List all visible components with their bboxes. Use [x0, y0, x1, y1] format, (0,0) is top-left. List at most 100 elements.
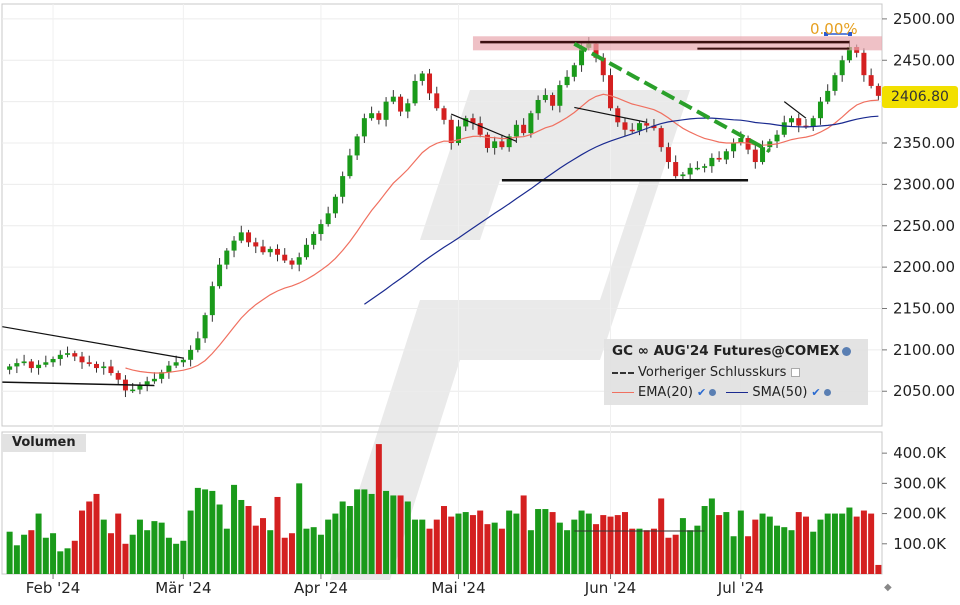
candle-body — [803, 125, 809, 128]
legend-sma-label[interactable]: SMA(50) — [752, 385, 808, 400]
candle-body — [709, 157, 715, 167]
volume-tick-label: 200.0K — [893, 505, 947, 523]
candle-body — [550, 95, 556, 106]
volume-bar — [542, 509, 549, 574]
candle-body — [173, 362, 179, 366]
candle-body — [506, 136, 512, 148]
volume-tick-label: 300.0K — [893, 474, 947, 492]
candle-body — [376, 113, 382, 120]
volume-bar — [194, 487, 201, 574]
volume-bar — [817, 519, 824, 574]
candle-body — [615, 108, 621, 123]
volume-bar — [491, 522, 498, 574]
volume-bar — [93, 493, 100, 574]
volume-bar — [860, 510, 867, 574]
candle-body — [608, 75, 614, 109]
price-tick-label: 2500.00 — [893, 10, 955, 28]
volume-bar — [115, 513, 122, 574]
volume-bar — [325, 519, 332, 574]
candle-body — [14, 363, 20, 367]
volume-bar — [441, 506, 447, 574]
volume-bar — [672, 534, 679, 574]
volume-bar — [433, 519, 440, 574]
candle-body — [21, 361, 27, 364]
candle-body — [115, 373, 121, 380]
dashed-line-icon — [612, 371, 634, 374]
volume-bar — [629, 528, 636, 574]
legend-instrument-row[interactable]: GC ∞ AUG'24 Futures@COMEX — [612, 343, 852, 359]
settings-icon[interactable] — [709, 389, 717, 396]
volume-bar — [498, 528, 505, 574]
volume-bar — [165, 537, 172, 574]
candle-body — [354, 136, 360, 156]
price-tick-label: 2250.00 — [893, 217, 955, 235]
volume-bar — [100, 519, 107, 574]
checkbox-icon[interactable] — [791, 368, 801, 377]
volume-bar — [621, 512, 628, 574]
settings-icon[interactable] — [823, 389, 831, 396]
volume-bar — [404, 501, 411, 574]
downtrend-line — [573, 41, 771, 154]
volume-bar — [216, 504, 223, 574]
volume-bar — [614, 515, 621, 574]
candle-body — [130, 389, 136, 392]
candle-body — [434, 93, 440, 109]
candle-body — [289, 260, 295, 265]
month-label: Mai '24 — [431, 579, 485, 597]
volume-bar — [549, 512, 556, 574]
candle-body — [361, 118, 367, 137]
month-label: Jul '24 — [717, 579, 764, 597]
check-icon[interactable]: ✔ — [697, 386, 707, 399]
candle-body — [441, 108, 447, 120]
volume-bar — [737, 510, 744, 574]
candle-body — [875, 85, 881, 96]
volume-bar — [412, 519, 419, 574]
sma-line-icon — [726, 392, 749, 393]
candle-body — [738, 138, 744, 144]
ema-line-icon — [612, 392, 634, 393]
candle-body — [325, 213, 331, 225]
price-tick-label: 2200.00 — [893, 258, 955, 276]
candle-body — [521, 124, 527, 134]
month-label: Apr '24 — [294, 579, 348, 597]
candle-body — [781, 122, 787, 135]
trend-line — [451, 113, 517, 142]
candle-body — [731, 143, 737, 152]
volume-bar — [802, 516, 809, 574]
volume-bar — [730, 536, 737, 574]
check-icon[interactable]: ✔ — [811, 386, 821, 399]
candle-body — [477, 123, 483, 135]
candle-body — [810, 118, 816, 127]
volume-bar — [759, 513, 766, 574]
candle-body — [188, 349, 194, 360]
candle-body — [238, 232, 244, 241]
candle-body — [209, 286, 215, 316]
volume-bar — [419, 519, 426, 574]
last-price-tag: 2406.80 — [882, 86, 958, 108]
volume-bar — [231, 484, 238, 574]
candle-body — [716, 157, 722, 160]
volume-bar — [556, 522, 563, 574]
volume-bar — [354, 489, 361, 574]
candle-body — [340, 176, 346, 197]
volume-bar — [513, 513, 520, 574]
candle-body — [723, 151, 729, 160]
legend-prev-close-row[interactable]: Vorheriger Schlusskurs — [612, 365, 801, 380]
candle-body — [535, 99, 541, 114]
candle-body — [600, 57, 606, 76]
volume-bar — [28, 530, 35, 574]
volume-bar — [288, 533, 295, 574]
volume-bar — [701, 506, 708, 574]
candle-body — [318, 224, 324, 235]
trend-line — [783, 101, 807, 119]
prev-close-handle — [848, 32, 852, 36]
legend-ema-label[interactable]: EMA(20) — [638, 385, 694, 400]
candle-body — [593, 43, 599, 58]
volume-bar — [462, 512, 469, 574]
price-tick-label: 2350.00 — [893, 134, 955, 152]
volume-panel-label: Volumen — [2, 434, 86, 452]
candle-body — [687, 167, 693, 175]
settings-icon[interactable] — [842, 346, 852, 356]
candle-body — [470, 118, 476, 124]
legend-instrument-label: GC ∞ AUG'24 Futures@COMEX — [612, 343, 840, 359]
